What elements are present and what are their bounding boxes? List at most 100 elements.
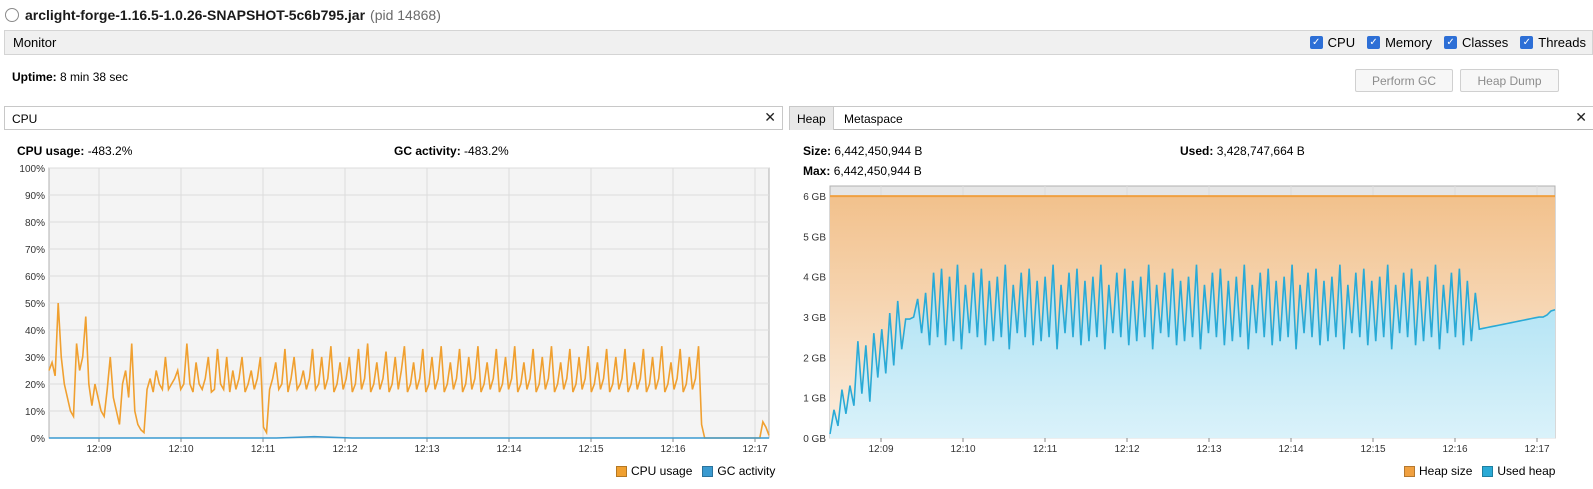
x-tick-label: 12:12	[1114, 444, 1139, 455]
x-tick-label: 12:16	[660, 444, 685, 455]
legend-label: GC activity	[717, 464, 776, 478]
x-tick-label: 12:11	[251, 444, 276, 455]
perform-gc-button[interactable]: Perform GC	[1355, 69, 1453, 92]
heap-used-info: Used: 3,428,747,664 B	[1180, 144, 1305, 158]
legend-used-heap: Used heap	[1482, 464, 1555, 478]
x-tick-label: 12:14	[496, 444, 521, 455]
y-tick-label: 10%	[25, 407, 45, 418]
y-tick-label: 3 GB	[803, 313, 826, 324]
used-heap-area	[830, 264, 1555, 438]
cpu-usage-info: CPU usage: -483.2%	[17, 144, 132, 158]
x-tick-label: 12:14	[1278, 444, 1303, 455]
tab-cpu[interactable]: CPU	[12, 111, 38, 126]
monitor-label: Monitor	[13, 35, 57, 50]
gc-activity-value: -483.2%	[464, 144, 509, 158]
tab-heap[interactable]: Heap	[789, 107, 834, 130]
heap-size-label: Size:	[803, 144, 832, 158]
y-tick-label: 100%	[19, 164, 45, 175]
x-tick-label: 12:09	[868, 444, 893, 455]
cpu-usage-value: -483.2%	[87, 144, 133, 158]
legend-swatch	[1404, 465, 1415, 477]
threads-checkbox-label: Threads	[1538, 35, 1586, 50]
heap-max-label: Max:	[803, 164, 831, 178]
gc-activity-label: GC activity:	[394, 144, 461, 158]
cpu-legend: CPU usage GC activity	[606, 464, 775, 478]
classes-checkbox[interactable]: ✓ Classes	[1444, 35, 1508, 50]
memory-panel-header: Heap Metaspace ✕	[789, 106, 1593, 130]
legend-label: Heap size	[1419, 464, 1473, 478]
process-id: (pid 14868)	[370, 7, 441, 23]
legend-swatch	[616, 465, 627, 477]
uptime-value: 8 min 38 sec	[60, 70, 129, 84]
cpu-usage-line	[48, 302, 770, 439]
legend-gc-activity: GC activity	[702, 464, 775, 478]
heap-size-info: Size: 6,442,450,944 B	[803, 144, 922, 158]
memory-checkbox-label: Memory	[1385, 35, 1433, 50]
legend-swatch	[1482, 465, 1494, 477]
window-title-bar: arclight-forge-1.16.5-1.0.26-SNAPSHOT-5c…	[0, 0, 1593, 30]
y-tick-label: 50%	[25, 299, 45, 310]
heap-dump-button[interactable]: Heap Dump	[1460, 69, 1559, 92]
close-icon[interactable]: ✕	[1575, 109, 1587, 125]
check-icon: ✓	[1444, 36, 1458, 49]
y-tick-label: 0 GB	[803, 434, 826, 445]
y-tick-label: 30%	[25, 353, 45, 364]
check-icon: ✓	[1367, 36, 1381, 49]
heap-max-info: Max: 6,442,450,944 B	[803, 164, 922, 178]
threads-checkbox[interactable]: ✓ Threads	[1520, 35, 1586, 50]
y-tick-label: 90%	[25, 191, 45, 202]
x-tick-label: 12:10	[168, 444, 193, 455]
legend-label: Used heap	[1497, 464, 1556, 478]
monitor-checkboxes: ✓ CPU ✓ Memory ✓ Classes ✓ Threads	[1298, 35, 1586, 50]
x-tick-label: 12:16	[1442, 444, 1467, 455]
y-tick-label: 80%	[25, 218, 45, 229]
cpu-panel-header: CPU ✕	[4, 106, 783, 130]
process-status-icon	[5, 8, 19, 22]
memory-checkbox[interactable]: ✓ Memory	[1367, 35, 1432, 50]
x-tick-label: 12:15	[578, 444, 603, 455]
cpu-checkbox-label: CPU	[1327, 35, 1356, 50]
x-tick-label: 12:17	[742, 444, 767, 455]
heap-used-label: Used:	[1180, 144, 1214, 158]
y-tick-label: 4 GB	[803, 273, 826, 284]
tab-metaspace[interactable]: Metaspace	[844, 111, 903, 126]
y-tick-label: 1 GB	[803, 394, 826, 405]
cpu-checkbox[interactable]: ✓ CPU	[1309, 35, 1356, 50]
x-tick-label: 12:11	[1033, 444, 1058, 455]
y-tick-label: 5 GB	[803, 232, 826, 243]
y-tick-label: 2 GB	[803, 353, 826, 364]
cpu-usage-label: CPU usage:	[17, 144, 85, 158]
y-tick-label: 70%	[25, 245, 45, 256]
x-tick-label: 12:17	[1524, 444, 1549, 455]
legend-swatch	[702, 465, 714, 477]
uptime-label: Uptime:	[12, 70, 57, 84]
x-tick-label: 12:15	[1360, 444, 1385, 455]
heap-size-value: 6,442,450,944 B	[834, 144, 923, 158]
y-tick-label: 20%	[25, 380, 45, 391]
x-tick-label: 12:09	[86, 444, 111, 455]
heap-legend: Heap size Used heap	[1394, 464, 1555, 478]
monitor-header: Monitor ✓ CPU ✓ Memory ✓ Classes ✓ Threads	[4, 30, 1593, 55]
y-tick-label: 6 GB	[803, 192, 826, 203]
application-title: arclight-forge-1.16.5-1.0.26-SNAPSHOT-5c…	[25, 7, 366, 23]
classes-checkbox-label: Classes	[1462, 35, 1509, 50]
x-tick-label: 12:12	[332, 444, 357, 455]
heap-used-value: 3,428,747,664 B	[1216, 144, 1305, 158]
check-icon: ✓	[1520, 36, 1534, 49]
heap-max-value: 6,442,450,944 B	[833, 164, 922, 178]
legend-cpu-usage: CPU usage	[616, 464, 692, 478]
x-tick-label: 12:13	[1196, 444, 1221, 455]
cpu-chart: 0% 10% 20% 30% 40% 50% 60% 70% 80% 90% 100% 12:09 12…	[19, 164, 770, 455]
gc-activity-line	[49, 435, 769, 439]
y-tick-label: 60%	[25, 272, 45, 283]
x-tick-label: 12:10	[950, 444, 975, 455]
legend-heap-size: Heap size	[1404, 464, 1472, 478]
gc-activity-info: GC activity: -483.2%	[394, 144, 509, 158]
y-tick-label: 0%	[31, 434, 46, 445]
uptime: Uptime: 8 min 38 sec	[12, 70, 128, 84]
close-icon[interactable]: ✕	[764, 109, 776, 125]
check-icon: ✓	[1309, 36, 1323, 49]
heap-chart: 0 GB 1 GB 2 GB 3 GB 4 GB 5 GB 6 GB 12:09 12:10 12…	[803, 185, 1556, 455]
y-tick-label: 40%	[25, 326, 45, 337]
legend-label: CPU usage	[631, 464, 693, 478]
